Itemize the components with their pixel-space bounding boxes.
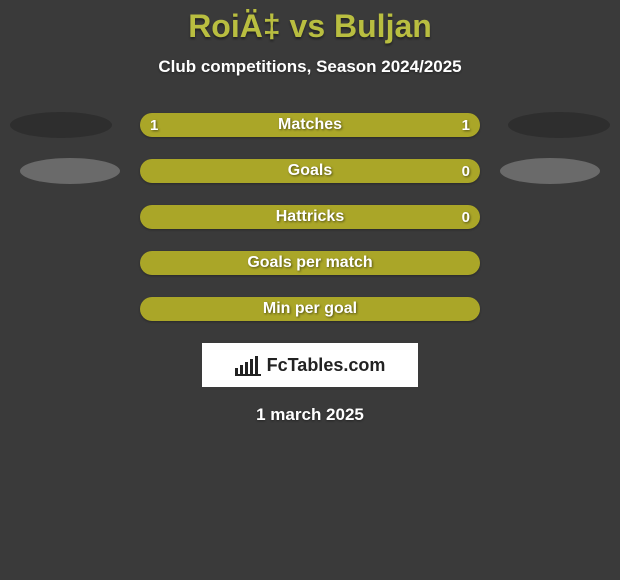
page-subtitle: Club competitions, Season 2024/2025	[0, 57, 620, 77]
stats-area: 1 Matches 1 Goals 0 Hattricks 0 Goals pe…	[0, 113, 620, 321]
date-label: 1 march 2025	[0, 405, 620, 425]
fctables-logo[interactable]: FcTables.com	[202, 343, 418, 387]
player-marker-right	[500, 158, 600, 184]
stat-row-goals: Goals 0	[0, 159, 620, 183]
stat-label: Goals	[288, 162, 332, 180]
stat-label: Min per goal	[263, 300, 357, 318]
stat-row-goals-per-match: Goals per match	[0, 251, 620, 275]
player-marker-left	[10, 112, 112, 138]
stat-row-matches: 1 Matches 1	[0, 113, 620, 137]
stat-value-right: 0	[462, 163, 470, 180]
stat-value-left: 1	[150, 117, 158, 134]
stat-bar: Goals 0	[140, 159, 480, 183]
logo-text: FcTables.com	[267, 355, 386, 376]
stat-row-min-per-goal: Min per goal	[0, 297, 620, 321]
stat-bar: 1 Matches 1	[140, 113, 480, 137]
chart-icon	[235, 354, 261, 376]
stat-row-hattricks: Hattricks 0	[0, 205, 620, 229]
page-title: RoiÄ‡ vs Buljan	[0, 0, 620, 45]
stat-label: Matches	[278, 116, 342, 134]
stat-value-right: 1	[462, 117, 470, 134]
stat-bar: Goals per match	[140, 251, 480, 275]
stat-label: Hattricks	[276, 208, 344, 226]
player-marker-left	[20, 158, 120, 184]
stat-bar: Hattricks 0	[140, 205, 480, 229]
stat-bar: Min per goal	[140, 297, 480, 321]
stat-value-right: 0	[462, 209, 470, 226]
player-marker-right	[508, 112, 610, 138]
stat-label: Goals per match	[247, 254, 372, 272]
